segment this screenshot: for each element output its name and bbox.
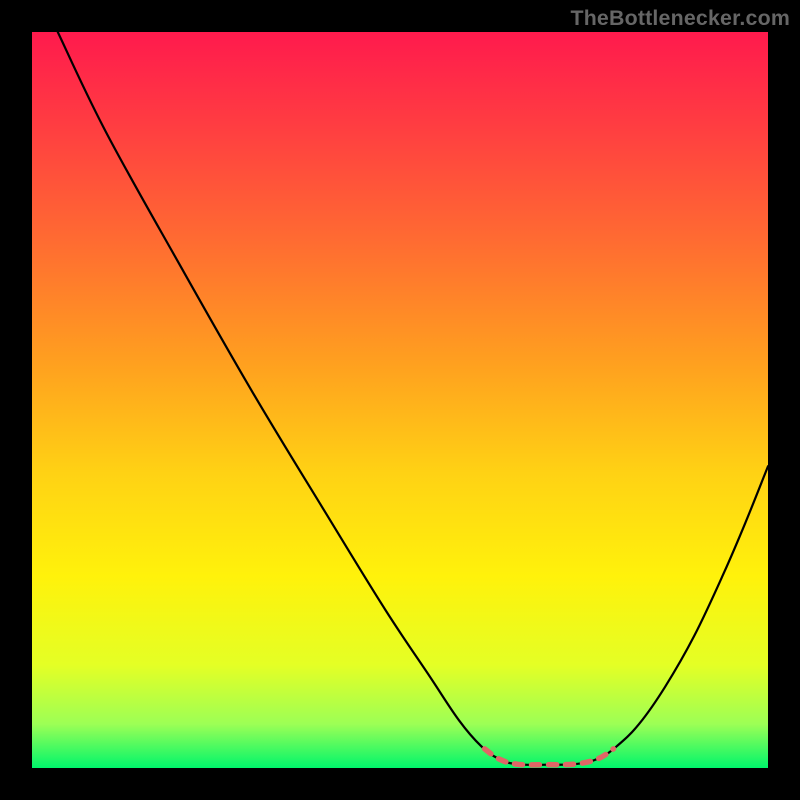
plot-area: [32, 32, 768, 768]
gradient-background: [32, 32, 768, 768]
figure-root: TheBottlenecker.com: [0, 0, 800, 800]
plot-svg: [32, 32, 768, 768]
watermark-text: TheBottlenecker.com: [570, 6, 790, 31]
